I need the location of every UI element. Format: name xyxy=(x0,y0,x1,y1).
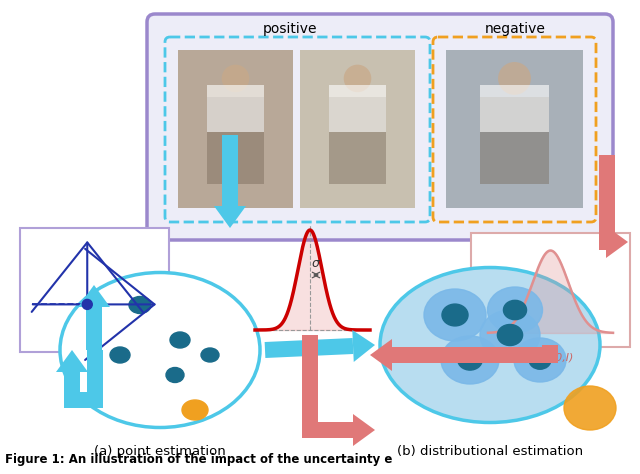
Circle shape xyxy=(83,300,92,310)
Text: positive: positive xyxy=(263,22,317,36)
FancyBboxPatch shape xyxy=(471,233,630,347)
Polygon shape xyxy=(599,155,615,250)
Polygon shape xyxy=(370,339,392,371)
Ellipse shape xyxy=(458,350,482,370)
Text: σ: σ xyxy=(312,257,320,270)
Text: (a) point estimation: (a) point estimation xyxy=(94,445,226,458)
Circle shape xyxy=(221,64,250,92)
Bar xyxy=(207,85,264,132)
Polygon shape xyxy=(64,392,95,408)
Polygon shape xyxy=(264,338,353,358)
Ellipse shape xyxy=(564,386,616,430)
Bar xyxy=(446,50,583,208)
Bar xyxy=(480,85,548,132)
FancyBboxPatch shape xyxy=(20,228,169,352)
Ellipse shape xyxy=(441,336,499,384)
Polygon shape xyxy=(352,330,375,362)
Polygon shape xyxy=(214,206,246,228)
Ellipse shape xyxy=(201,348,219,362)
Ellipse shape xyxy=(504,301,527,319)
Polygon shape xyxy=(606,234,607,250)
Ellipse shape xyxy=(514,338,566,382)
Bar xyxy=(480,97,548,184)
Polygon shape xyxy=(78,285,110,307)
Bar xyxy=(329,85,387,132)
Ellipse shape xyxy=(166,367,184,383)
Bar xyxy=(329,97,387,184)
Polygon shape xyxy=(87,350,103,408)
Bar xyxy=(207,97,264,184)
Ellipse shape xyxy=(110,347,130,363)
Polygon shape xyxy=(310,422,353,438)
Ellipse shape xyxy=(380,267,600,422)
Ellipse shape xyxy=(488,287,543,333)
Polygon shape xyxy=(542,345,558,363)
Text: μ: μ xyxy=(306,338,314,351)
Polygon shape xyxy=(56,350,88,372)
Polygon shape xyxy=(606,226,628,258)
Ellipse shape xyxy=(497,325,523,346)
Bar xyxy=(178,50,293,208)
Polygon shape xyxy=(86,307,102,350)
Ellipse shape xyxy=(529,351,551,369)
Polygon shape xyxy=(353,414,375,446)
Ellipse shape xyxy=(424,289,486,341)
Text: (b) distributional estimation: (b) distributional estimation xyxy=(397,445,583,458)
Text: ε~N(0,I): ε~N(0,I) xyxy=(527,353,573,363)
Ellipse shape xyxy=(170,332,190,348)
FancyBboxPatch shape xyxy=(147,14,613,240)
Bar xyxy=(300,50,415,208)
Circle shape xyxy=(344,64,371,92)
Text: Figure 1: An illustration of the impact of the uncertainty e: Figure 1: An illustration of the impact … xyxy=(5,453,392,466)
Polygon shape xyxy=(64,372,80,400)
Text: negative: negative xyxy=(484,22,545,36)
Ellipse shape xyxy=(480,310,540,360)
Ellipse shape xyxy=(129,297,151,313)
Ellipse shape xyxy=(182,400,208,420)
Ellipse shape xyxy=(442,304,468,326)
Polygon shape xyxy=(222,135,238,206)
Ellipse shape xyxy=(60,273,260,428)
Polygon shape xyxy=(392,347,550,363)
Circle shape xyxy=(498,62,531,95)
Polygon shape xyxy=(302,335,318,438)
